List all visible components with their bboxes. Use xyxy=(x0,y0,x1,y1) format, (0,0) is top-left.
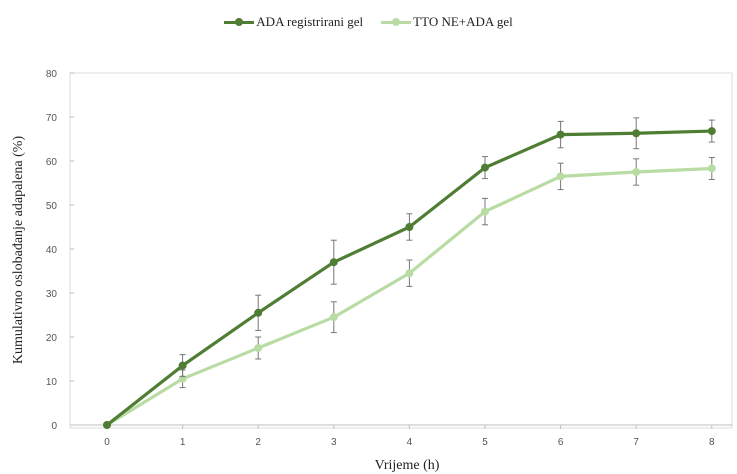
data-point xyxy=(556,172,565,181)
y-tick-label: 70 xyxy=(46,113,58,124)
data-point xyxy=(632,129,641,138)
x-tick-label: 5 xyxy=(482,437,488,448)
x-tick-label: 8 xyxy=(709,437,715,448)
y-tick-label: 40 xyxy=(46,245,58,256)
y-tick-label: 20 xyxy=(46,333,58,344)
legend: ADA registrirani gel TTO NE+ADA gel xyxy=(0,14,737,30)
x-axis-title: Vrijeme (h) xyxy=(375,458,440,473)
legend-swatch-series-2 xyxy=(381,17,412,26)
y-tick-label: 0 xyxy=(51,421,57,432)
y-tick-label: 10 xyxy=(46,377,58,388)
data-point xyxy=(707,127,716,136)
y-axis-title: Kumulativno oslobađanje adapalena (%) xyxy=(11,136,26,365)
data-point xyxy=(632,168,641,176)
data-point xyxy=(556,130,565,139)
x-tick-label: 7 xyxy=(633,437,639,448)
legend-item-series-2: TTO NE+ADA gel xyxy=(381,14,513,30)
data-point xyxy=(329,313,338,322)
y-tick-label: 80 xyxy=(46,69,58,80)
data-point xyxy=(405,269,414,278)
x-tick-label: 1 xyxy=(180,437,186,448)
data-point xyxy=(329,258,338,267)
legend-swatch-series-1 xyxy=(224,17,255,26)
legend-label-series-1: ADA registrirani gel xyxy=(256,14,364,29)
data-point xyxy=(481,207,489,216)
data-point xyxy=(707,164,716,173)
data-point xyxy=(481,163,489,172)
series-line-2 xyxy=(106,166,712,427)
x-tick-label: 6 xyxy=(558,437,564,448)
legend-item-series-1: ADA registrirani gel xyxy=(224,14,363,30)
x-tick-label: 3 xyxy=(331,437,337,448)
data-point xyxy=(405,223,414,231)
y-tick-label: 60 xyxy=(46,157,58,168)
x-tick-label: 2 xyxy=(255,437,261,448)
data-point xyxy=(103,421,111,429)
legend-label-series-2: TTO NE+ADA gel xyxy=(413,14,513,29)
data-point xyxy=(254,344,263,352)
data-point xyxy=(178,361,187,370)
x-tick-label: 4 xyxy=(407,437,413,448)
x-tick-label: 0 xyxy=(104,437,110,448)
plot-border xyxy=(69,72,733,429)
data-point xyxy=(254,308,263,317)
y-tick-label: 30 xyxy=(46,289,58,300)
y-tick-label: 50 xyxy=(46,201,58,212)
